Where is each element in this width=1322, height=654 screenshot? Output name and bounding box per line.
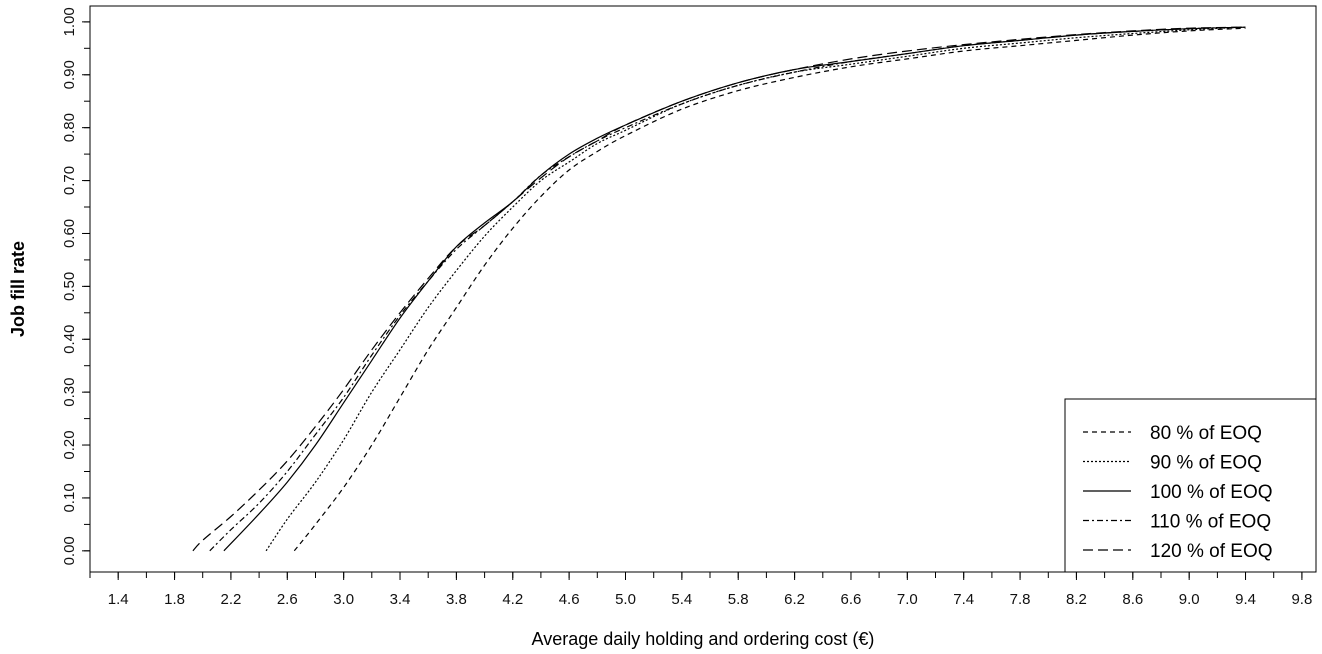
x-tick-label: 2.2: [220, 591, 241, 608]
x-tick-label: 9.8: [1291, 591, 1312, 608]
y-tick-label: 0.60: [61, 219, 78, 248]
x-tick-label: 2.6: [277, 591, 298, 608]
x-tick-label: 5.8: [728, 591, 749, 608]
y-axis: 0.00 0.10 0.20 0.30 0.40 0.50 0.60 0.70 0.80 0.90…: [61, 7, 90, 565]
x-tick-label: 8.2: [1066, 591, 1087, 608]
legend: 80 % of EOQ 90 % of EOQ 100 % of EOQ 110 % …: [1064, 398, 1317, 573]
x-tick-label: 9.0: [1179, 591, 1200, 608]
series-line-3: [223, 26, 1246, 552]
legend-label: 90 % of EOQ: [1150, 453, 1262, 474]
legend-label: 110 % of EOQ: [1150, 512, 1271, 533]
legend-label: 80 % of EOQ: [1150, 423, 1262, 444]
legend-box: [1064, 398, 1317, 573]
x-tick-label: 3.8: [446, 591, 467, 608]
x-tick-label: 9.4: [1235, 591, 1256, 608]
x-tick-label: 8.6: [1122, 591, 1143, 608]
y-tick-label: 0.00: [61, 536, 78, 565]
x-axis: 1.4 1.8 2.2 2.6 3.0 3.4 3.8 4.2 4.6 5.0 5.4 5.8 6.2 6…: [89, 572, 1312, 608]
x-tick-label: 3.0: [333, 591, 354, 608]
x-tick-label: 6.2: [784, 591, 805, 608]
y-tick-label: 0.10: [61, 483, 78, 512]
y-tick-label: 1.00: [61, 7, 78, 36]
y-tick-label: 0.90: [61, 60, 78, 89]
series-line-1: [293, 27, 1246, 552]
x-axis-title: Average daily holding and ordering cost …: [532, 629, 875, 649]
x-tick-label: 1.4: [108, 591, 129, 608]
series-layer: [192, 26, 1246, 552]
series-line-5: [192, 26, 1246, 552]
x-tick-label: 4.2: [502, 591, 523, 608]
plot-frame: [89, 5, 1317, 573]
y-tick-label: 0.20: [61, 430, 78, 459]
x-tick-label: 7.4: [953, 591, 974, 608]
x-tick-label: 1.8: [164, 591, 185, 608]
legend-label: 120 % of EOQ: [1150, 541, 1273, 562]
x-tick-label: 5.4: [671, 591, 692, 608]
y-axis-title: Job fill rate: [8, 241, 28, 337]
y-tick-label: 0.70: [61, 166, 78, 195]
x-tick-label: 7.0: [897, 591, 918, 608]
x-tick-label: 7.8: [1010, 591, 1031, 608]
y-tick-label: 0.50: [61, 272, 78, 301]
x-tick-label: 6.6: [841, 591, 862, 608]
x-tick-label: 4.6: [559, 591, 580, 608]
y-tick-label: 0.30: [61, 378, 78, 407]
legend-label: 100 % of EOQ: [1150, 482, 1273, 503]
x-tick-label: 3.4: [390, 591, 411, 608]
x-tick-label: 5.0: [615, 591, 636, 608]
y-tick-label: 0.40: [61, 325, 78, 354]
legend-items: 80 % of EOQ 90 % of EOQ 100 % of EOQ 110 % …: [1083, 423, 1273, 562]
series-line-2: [265, 26, 1246, 552]
y-tick-label: 0.80: [61, 113, 78, 142]
